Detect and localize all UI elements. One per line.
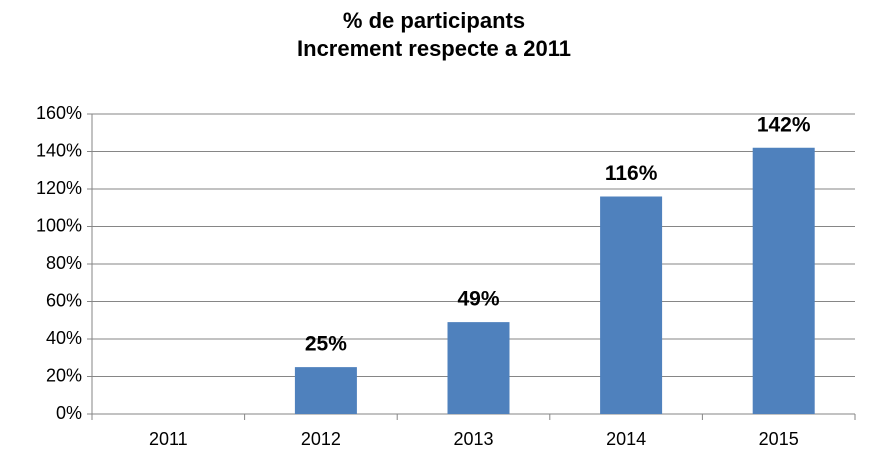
x-tick-label: 2014 bbox=[606, 429, 646, 449]
y-tick-label: 40% bbox=[46, 328, 82, 348]
x-tick-label: 2013 bbox=[453, 429, 493, 449]
chart-title: % de participants bbox=[343, 8, 525, 33]
value-label: 25% bbox=[305, 333, 347, 356]
y-tick-label: 160% bbox=[36, 103, 82, 123]
chart-subtitle: Increment respecte a 2011 bbox=[297, 36, 571, 61]
value-label: 142% bbox=[757, 113, 811, 136]
y-tick-label: 140% bbox=[36, 140, 82, 160]
bar bbox=[294, 367, 357, 414]
y-tick-label: 80% bbox=[46, 253, 82, 273]
value-label: 116% bbox=[605, 162, 658, 185]
y-tick-label: 0% bbox=[56, 403, 82, 423]
value-label: 49% bbox=[457, 288, 499, 311]
bar bbox=[447, 322, 510, 414]
y-tick-label: 120% bbox=[36, 178, 82, 198]
x-tick-label: 2015 bbox=[759, 429, 799, 449]
y-tick-label: 20% bbox=[46, 365, 82, 385]
bar bbox=[752, 147, 815, 414]
x-tick-label: 2011 bbox=[149, 429, 188, 449]
x-tick-label: 2012 bbox=[301, 429, 341, 449]
y-tick-label: 60% bbox=[46, 290, 82, 310]
bar bbox=[600, 196, 663, 414]
y-tick-label: 100% bbox=[36, 215, 82, 235]
